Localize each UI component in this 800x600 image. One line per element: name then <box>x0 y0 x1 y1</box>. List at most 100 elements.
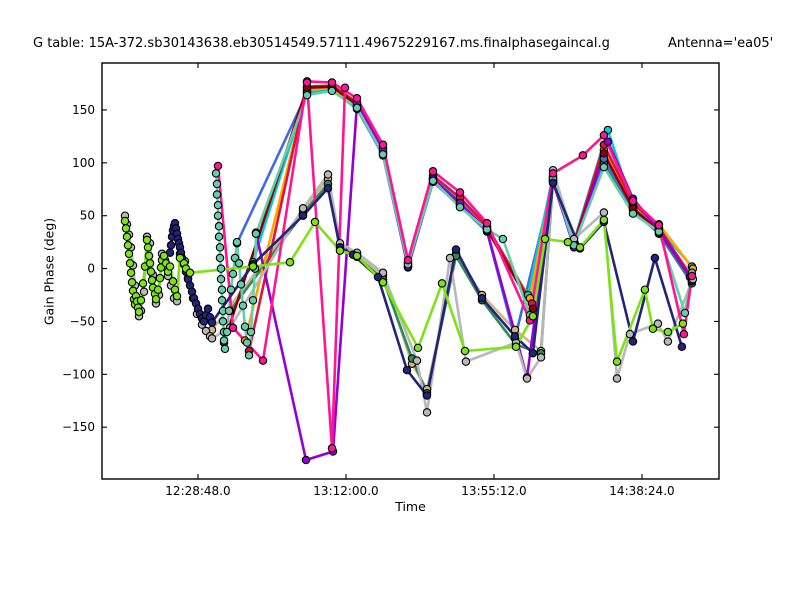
data-point-spw-green <box>612 357 622 366</box>
data-point-spw-teal <box>226 285 236 294</box>
data-point-spw-navy <box>166 241 176 250</box>
data-point-spw-teal <box>628 209 638 218</box>
data-point-spw-teal <box>213 200 223 210</box>
data-point-spw-deeppink <box>258 356 268 365</box>
data-point-spw-grey <box>139 287 149 297</box>
data-point-spw-deeppink <box>548 169 558 178</box>
data-point-spw-green <box>136 296 146 305</box>
data-point-spw-navy <box>323 183 333 193</box>
data-point-spw-deeppink-wrap <box>340 83 350 92</box>
data-point-spw-teal <box>251 229 261 238</box>
data-point-spw-deeppink <box>455 188 465 197</box>
data-point-spw-teal <box>352 103 362 113</box>
data-point-spw-green <box>511 342 521 352</box>
data-point-spw-green <box>123 241 133 250</box>
data-point-spw-deeppink <box>654 220 664 230</box>
data-point-spw-green <box>143 243 153 252</box>
data-point-spw-grey <box>207 334 217 343</box>
data-point-spw-deeppink <box>687 271 697 281</box>
x-axis-label: Time <box>395 499 426 514</box>
data-point-spw-deeppink <box>628 196 638 206</box>
y-tick-label: −50 <box>70 314 95 328</box>
data-point-spw-deeppink <box>327 78 337 87</box>
data-point-spw-navy <box>373 272 383 282</box>
data-point-spw-teal <box>220 344 230 354</box>
data-point-spw-green <box>460 346 470 356</box>
data-point-spw-teal <box>216 264 226 273</box>
data-point-spw-green <box>599 215 609 225</box>
data-point-spw-darkviolet <box>301 455 311 465</box>
data-point-spw-grey <box>599 208 609 217</box>
data-point-spw-green <box>122 232 132 242</box>
data-point-spw-green <box>134 307 144 317</box>
data-point-spw-green <box>528 311 538 321</box>
y-tick-label: 50 <box>80 209 95 223</box>
data-point-spw-teal <box>455 202 465 212</box>
data-point-spw-green <box>378 278 388 287</box>
data-point-spw-teal <box>211 169 221 178</box>
data-point-spw-navy <box>528 348 538 358</box>
data-point-spw-teal <box>240 322 250 331</box>
series-line-spw-deeppink-wrap <box>305 81 347 450</box>
data-point-spw-green <box>127 278 137 287</box>
data-point-spw-teal <box>680 308 690 318</box>
plot-border <box>101 62 720 480</box>
data-point-spw-green <box>147 275 157 285</box>
data-point-spw-grey <box>653 319 663 328</box>
data-point-spw-deeppink-wrap <box>302 78 312 87</box>
data-point-spw-teal <box>228 269 238 279</box>
data-point-spw-green <box>124 249 134 259</box>
data-point-spw-teal <box>232 237 242 247</box>
data-point-spw-green <box>648 324 658 334</box>
data-point-spw-deeppink <box>482 218 492 228</box>
x-tick-label: 13:12:00.0 <box>313 484 378 498</box>
x-tick-label: 14:38:24.0 <box>609 484 674 498</box>
y-tick-label: 0 <box>87 262 95 276</box>
data-point-spw-green <box>678 319 688 328</box>
data-point-spw-green <box>138 279 148 288</box>
data-point-spw-grey <box>625 329 635 339</box>
data-point-spw-deeppink <box>378 140 388 150</box>
y-tick-label: −100 <box>62 367 95 381</box>
data-point-spw-navy <box>451 245 461 254</box>
data-point-spw-navy <box>298 211 308 220</box>
y-axis-label: Gain Phase (deg) <box>41 217 57 326</box>
antenna-label: Antenna='ea05' <box>668 36 774 51</box>
data-point-spw-teal <box>214 222 224 231</box>
data-point-spw-teal <box>246 327 256 337</box>
data-point-spw-grey <box>323 170 333 179</box>
data-point-spw-teal <box>214 232 224 242</box>
data-point-spw-deeppink-wrap <box>327 444 337 453</box>
data-point-spw-green <box>125 259 135 268</box>
data-point-spw-teal <box>248 296 258 305</box>
data-point-spw-green <box>352 251 362 261</box>
data-point-spw-teal <box>236 280 246 289</box>
data-point-spw-grey <box>536 353 546 362</box>
plot-title: G table: 15A-372.sb30143638.eb30514549.5… <box>33 36 610 51</box>
data-point-spw-deeppink <box>679 329 689 339</box>
data-point-spw-green <box>172 291 182 301</box>
x-tick-label: 13:55:12.0 <box>461 484 526 498</box>
data-point-spw-navy <box>422 391 432 400</box>
data-point-spw-green <box>120 216 130 226</box>
data-point-spw-green <box>413 343 423 353</box>
data-point-spw-teal <box>218 317 228 326</box>
data-point-spw-teal <box>327 86 337 96</box>
data-point-spw-navy <box>628 337 638 346</box>
data-point-spw-teal <box>599 162 609 172</box>
data-point-spw-green <box>142 235 152 245</box>
data-point-spw-teal <box>213 211 223 220</box>
data-point-spw-teal <box>215 253 225 263</box>
data-point-spw-deeppink <box>213 161 223 171</box>
data-point-spw-teal <box>219 336 229 345</box>
data-point-spw-green <box>335 246 345 255</box>
data-point-spw-green <box>126 268 136 278</box>
data-point-spw-grey <box>522 374 532 383</box>
data-point-spw-teal <box>212 190 222 199</box>
data-point-spw-teal <box>212 179 222 189</box>
data-point-spw-green <box>248 262 258 271</box>
data-point-spw-green <box>185 268 195 278</box>
series-line-spw-grey <box>123 168 695 414</box>
data-point-spw-green <box>540 234 550 244</box>
